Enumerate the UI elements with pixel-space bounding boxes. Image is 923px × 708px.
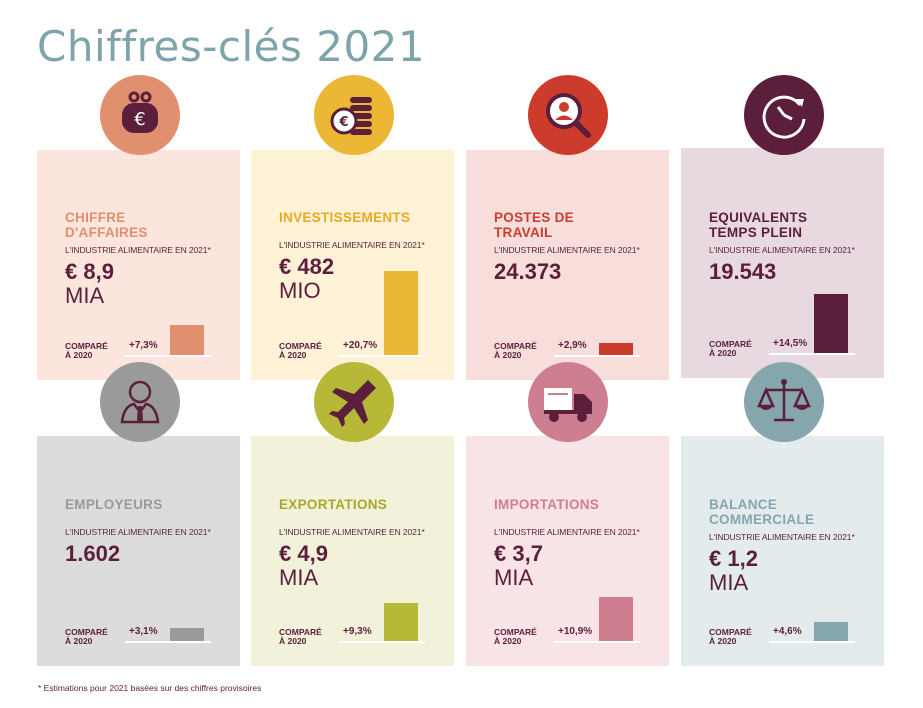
bar-baseline [554,355,640,357]
bar-baseline [769,641,855,643]
key-figure-card: INVESTISSEMENTS L'INDUSTRIE ALIMENTAIRE E… [251,150,454,380]
change-percent: +9,3% [343,626,372,637]
change-bar [814,622,848,641]
bar-baseline [339,355,425,357]
card-subtitle: L'INDUSTRIE ALIMENTAIRE EN 2021* [494,527,640,537]
coins-stack-icon: € [314,75,394,155]
change-percent: +20,7% [343,340,378,351]
card-unit: MIO [279,278,321,303]
bar-baseline [125,355,211,357]
bar-baseline [125,641,211,643]
card-title: BALANCE COMMERCIALE [709,497,815,527]
change-percent: +10,9% [558,626,593,637]
bar-baseline [769,353,855,355]
card-value: € 3,7 [494,541,543,566]
compare-label: COMPARÉ À 2020 [279,627,322,646]
card-title: EMPLOYEURS [65,497,163,512]
scale-icon [744,362,824,442]
airplane-icon [314,362,394,442]
compare-label: COMPARÉ À 2020 [494,627,537,646]
change-percent: +14,5% [773,338,808,349]
bar-baseline [554,641,640,643]
footnote: * Estimations pour 2021 basées sur des c… [38,683,262,693]
svg-text:€: € [338,115,348,130]
card-value: 1.602 [65,541,121,566]
person-tie-icon [100,362,180,442]
change-bar [599,343,633,355]
card-value: € 1,2 [709,546,758,571]
card-subtitle: L'INDUSTRIE ALIMENTAIRE EN 2021* [279,527,425,537]
key-figure-card: POSTES DE TRAVAIL L'INDUSTRIE ALIMENTAIRE … [466,150,669,380]
page-title: Chiffres-clés 2021 [37,22,426,71]
change-bar [814,294,848,353]
compare-label: COMPARÉ À 2020 [709,339,752,358]
card-value: € 4,9 [279,541,328,566]
svg-text:€: € [134,109,145,130]
card-subtitle: L'INDUSTRIE ALIMENTAIRE EN 2021* [65,527,211,537]
card-title: CHIFFRE D'AFFAIRES [65,210,148,240]
compare-label: COMPARÉ À 2020 [709,627,752,646]
key-figure-card: EXPORTATIONS L'INDUSTRIE ALIMENTAIRE EN 2… [251,436,454,666]
key-figure-card: CHIFFRE D'AFFAIRES L'INDUSTRIE ALIMENTAIRE… [37,150,240,380]
euro-purse-icon: € [100,75,180,155]
card-title: EXPORTATIONS [279,497,388,512]
card-value: 24.373 [494,259,562,284]
key-figure-card: EQUIVALENTS TEMPS PLEIN L'INDUSTRIE ALIMEN… [681,148,884,378]
change-percent: +4,6% [773,626,802,637]
bar-baseline [339,641,425,643]
card-value: € 8,9 [65,259,114,284]
card-subtitle: L'INDUSTRIE ALIMENTAIRE EN 2021* [709,245,855,255]
card-unit: MIA [709,570,749,595]
clock-arrow-icon [744,75,824,155]
card-title: IMPORTATIONS [494,497,600,512]
change-bar [170,628,204,641]
key-figure-card: EMPLOYEURS L'INDUSTRIE ALIMENTAIRE EN 202… [37,436,240,666]
change-bar [384,603,418,641]
card-unit: MIA [65,283,105,308]
card-unit: MIA [494,565,534,590]
card-subtitle: L'INDUSTRIE ALIMENTAIRE EN 2021* [709,532,855,542]
change-percent: +7,3% [129,340,158,351]
change-bar [170,325,204,355]
card-unit: MIA [279,565,319,590]
card-value: 19.543 [709,259,777,284]
compare-label: COMPARÉ À 2020 [65,627,108,646]
change-bar [599,597,633,641]
card-subtitle: L'INDUSTRIE ALIMENTAIRE EN 2021* [494,245,640,255]
card-title: EQUIVALENTS TEMPS PLEIN [709,210,808,240]
compare-label: COMPARÉ À 2020 [279,341,322,360]
card-value: € 482 [279,254,335,279]
card-subtitle: L'INDUSTRIE ALIMENTAIRE EN 2021* [279,240,425,250]
card-title: POSTES DE TRAVAIL [494,210,574,240]
change-bar [384,271,418,355]
compare-label: COMPARÉ À 2020 [494,341,537,360]
card-title: INVESTISSEMENTS [279,210,411,225]
key-figure-card: BALANCE COMMERCIALE L'INDUSTRIE ALIMENTAIR… [681,436,884,666]
truck-icon [528,362,608,442]
magnifier-person-icon [528,75,608,155]
change-percent: +2,9% [558,340,587,351]
compare-label: COMPARÉ À 2020 [65,341,108,360]
change-percent: +3,1% [129,626,158,637]
card-subtitle: L'INDUSTRIE ALIMENTAIRE EN 2021* [65,245,211,255]
key-figure-card: IMPORTATIONS L'INDUSTRIE ALIMENTAIRE EN 2… [466,436,669,666]
